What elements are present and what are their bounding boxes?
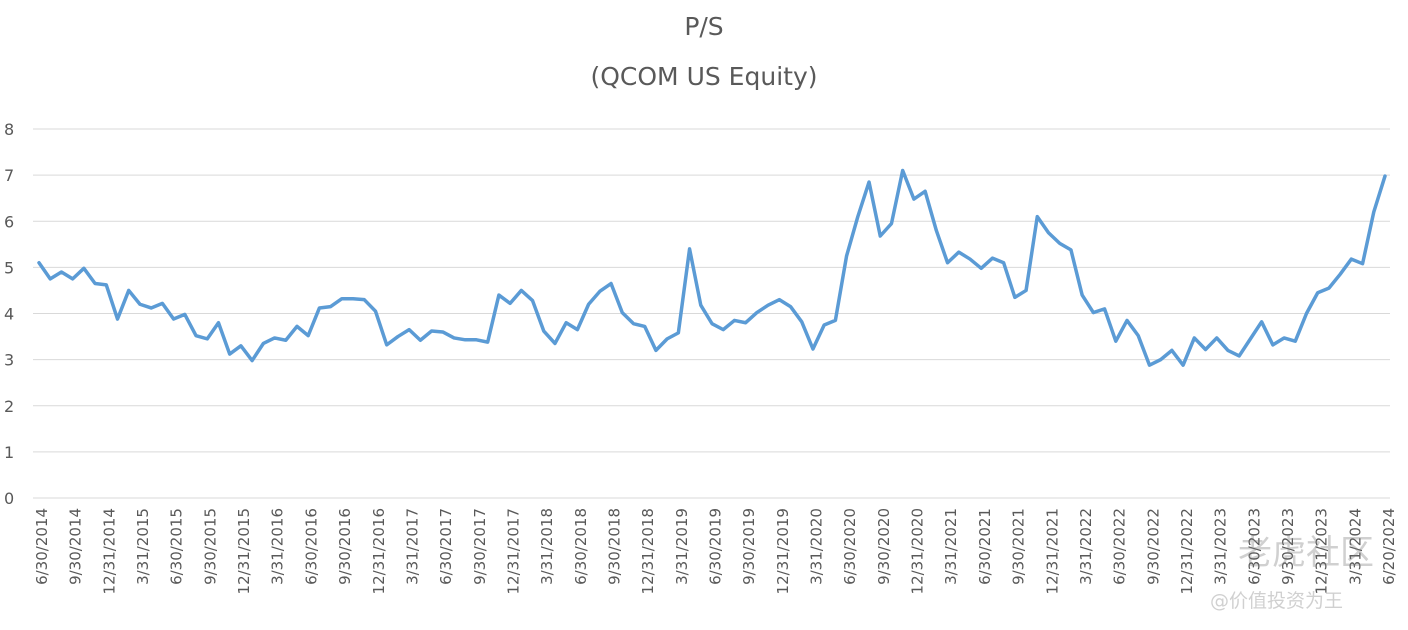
x-tick-label: 9/30/2019 [740,508,758,585]
series-line [37,168,1387,367]
x-tick-label: 9/30/2023 [1279,508,1297,585]
x-tick-label: 3/31/2020 [808,508,826,585]
gridlines [33,128,1390,499]
x-tick-label: 12/31/2015 [235,508,253,594]
x-tick-label: 9/30/2014 [67,508,85,585]
watermark-handle: @价值投资为王 [1210,590,1344,612]
x-tick-label: 6/30/2023 [1245,508,1263,585]
x-tick-label: 9/30/2016 [336,508,354,585]
x-tick-label: 9/30/2022 [1144,508,1162,585]
y-tick-label: 3 [4,351,14,370]
x-tick-label: 6/30/2020 [841,508,859,585]
y-tick-label: 8 [4,120,14,139]
x-tick-label: 6/20/2024 [1380,508,1398,585]
x-tick-label: 9/30/2021 [1010,508,1028,585]
x-tick-label: 3/31/2017 [403,508,421,585]
y-tick-label: 7 [4,166,14,185]
x-tick-label: 6/30/2022 [1111,508,1129,585]
x-tick-label: 9/30/2017 [471,508,489,585]
x-tick-label: 12/31/2020 [909,508,927,594]
x-tick-label: 12/31/2014 [100,508,118,594]
x-tick-label: 3/31/2015 [134,508,152,585]
y-tick-label: 5 [4,258,14,277]
x-tick-label: 6/30/2014 [33,508,51,585]
y-tick-label: 6 [4,212,14,231]
x-tick-label: 6/30/2015 [168,508,186,585]
watermark-logo: 老虎社区 [1238,533,1374,573]
y-tick-label: 0 [4,489,14,508]
x-tick-label: 12/31/2023 [1313,508,1331,594]
y-axis-ticks: 0 1 2 3 4 5 6 7 8 [4,120,14,508]
x-tick-label: 9/30/2018 [605,508,623,585]
series-layer [37,168,1387,367]
x-tick-label: 6/30/2017 [437,508,455,585]
x-tick-label: 12/31/2022 [1178,508,1196,594]
x-tick-label: 3/31/2024 [1346,508,1364,585]
x-tick-label: 12/31/2017 [504,508,522,594]
x-tick-label: 3/31/2021 [942,508,960,585]
x-axis-ticks: 6/30/2014 9/30/2014 12/31/2014 3/31/2015 6/3… [33,508,1398,594]
x-tick-label: 3/31/2023 [1212,508,1230,585]
x-tick-label: 12/31/2018 [639,508,657,594]
x-tick-label: 6/30/2019 [707,508,725,585]
x-tick-label: 12/31/2019 [774,508,792,594]
x-tick-label: 6/30/2021 [976,508,994,585]
x-tick-label: 12/31/2016 [370,508,388,594]
x-tick-label: 9/30/2015 [201,508,219,585]
y-tick-label: 4 [4,305,14,324]
x-tick-label: 3/31/2019 [673,508,691,585]
chart-title: P/S [684,12,724,41]
x-tick-label: 12/31/2021 [1043,508,1061,594]
x-tick-label: 6/30/2016 [302,508,320,585]
x-tick-label: 6/30/2018 [572,508,590,585]
y-tick-label: 2 [4,397,14,416]
x-tick-label: 3/31/2016 [269,508,287,585]
chart-subtitle: (QCOM US Equity) [590,62,818,91]
x-tick-label: 9/30/2020 [875,508,893,585]
y-tick-label: 1 [4,443,14,462]
x-tick-label: 3/31/2018 [538,508,556,585]
x-tick-label: 3/31/2022 [1077,508,1095,585]
